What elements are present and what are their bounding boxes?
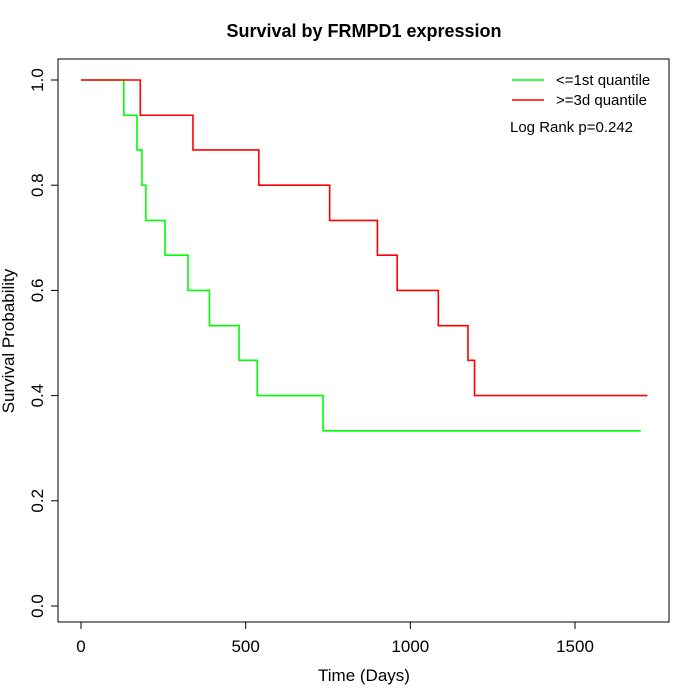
chart-title: Survival by FRMPD1 expression xyxy=(226,21,501,41)
x-tick-label: 500 xyxy=(231,637,259,656)
x-axis: 0 500 1000 1500 xyxy=(76,621,594,656)
x-tick-label: 1000 xyxy=(391,637,429,656)
legend-label: <=1st quantile xyxy=(556,72,650,89)
legend-label: >=3d quantile xyxy=(556,92,647,109)
x-tick-label: 0 xyxy=(76,637,85,656)
y-axis-label: Survival Probability xyxy=(0,268,18,413)
y-tick-label: 1.0 xyxy=(28,68,47,92)
x-tick-label: 1500 xyxy=(556,637,594,656)
y-axis: 0.0 0.2 0.4 0.6 0.8 1.0 xyxy=(28,68,59,618)
x-axis-label: Time (Days) xyxy=(318,666,410,685)
y-tick-label: 0.8 xyxy=(28,173,47,197)
series-line-2 xyxy=(81,79,648,397)
plot-frame xyxy=(57,58,670,623)
series-line-1 xyxy=(81,79,641,432)
y-tick-label: 0.4 xyxy=(28,384,47,408)
legend: <=1st quantile >=3d quantile xyxy=(512,72,650,109)
y-tick-label: 0.2 xyxy=(28,489,47,513)
y-tick-label: 0.6 xyxy=(28,279,47,303)
y-tick-label: 0.0 xyxy=(28,594,47,618)
log-rank-annotation: Log Rank p=0.242 xyxy=(510,119,633,136)
series-layer xyxy=(81,79,648,432)
